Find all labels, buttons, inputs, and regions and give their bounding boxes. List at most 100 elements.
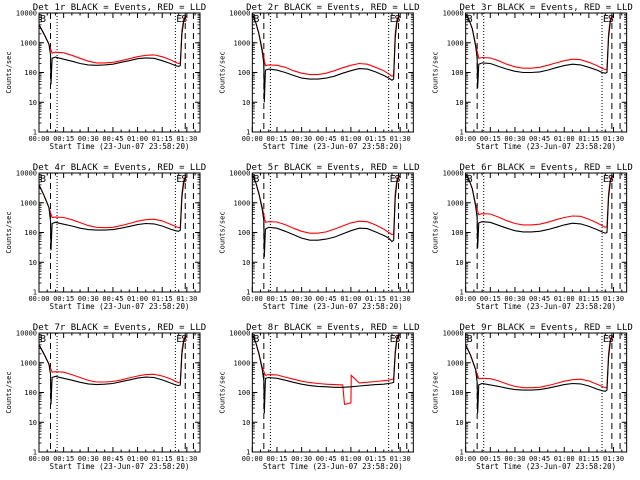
series-line-lld — [465, 14, 613, 71]
y-tick-label: 10000 — [443, 10, 464, 18]
x-tick-label: 00:15 — [53, 135, 74, 143]
panel-title: Det 1r BLACK = Events, RED = LLD — [33, 3, 206, 13]
x-tick-label: 00:45 — [316, 295, 337, 303]
plot-frame — [38, 172, 201, 293]
y-tick-label: 10000 — [229, 170, 250, 178]
x-tick-label: 01:30 — [176, 455, 197, 463]
series-line-events — [252, 14, 400, 103]
x-tick-label: 00:45 — [316, 455, 337, 463]
x-tick-label: 01:00 — [554, 455, 575, 463]
y-tick-label: 1 — [459, 289, 463, 297]
series-group — [252, 14, 400, 103]
x-axis-label: Start Time (23-Jun-07 23:58:20) — [476, 142, 616, 151]
panel-8: Det 8r BLACK = Events, RED = LLD 1 10 100 10… — [218, 323, 419, 471]
x-tick-label: 00:45 — [102, 455, 123, 463]
series-group — [252, 174, 400, 258]
y-tick-label: 100 — [24, 389, 37, 397]
x-tick-label: 01:30 — [603, 135, 624, 143]
series-group — [465, 174, 614, 249]
x-tick-label: 00:00 — [28, 135, 49, 143]
x-tick-label: 00:00 — [242, 295, 263, 303]
y-tick-label: 10 — [242, 259, 250, 267]
plot-frame — [251, 332, 414, 453]
plot-frame — [38, 12, 201, 133]
series-group — [39, 175, 187, 251]
series-line-events — [39, 176, 187, 251]
series-line-lld — [252, 174, 400, 236]
x-tick-label: 00:15 — [480, 295, 501, 303]
series-line-lld — [39, 175, 187, 229]
y-tick-label: 100 — [24, 69, 37, 77]
marker-B: B — [467, 334, 473, 345]
x-tick-label: 01:00 — [554, 295, 575, 303]
y-tick-label: 1 — [459, 449, 463, 457]
x-tick-label: 01:30 — [176, 135, 197, 143]
y-tick-label: 10 — [29, 259, 37, 267]
x-tick-label: 00:30 — [291, 455, 312, 463]
marker-E: E — [176, 14, 182, 25]
x-axis-label: Start Time (23-Jun-07 23:58:20) — [476, 302, 616, 311]
y-tick-label: 100 — [238, 389, 251, 397]
series-group — [39, 335, 187, 405]
series-line-events — [252, 174, 400, 258]
series-line-events — [252, 334, 400, 414]
x-tick-label: 01:30 — [390, 295, 411, 303]
series-line-lld — [39, 335, 186, 384]
marker-E: E — [390, 14, 396, 25]
y-tick-label: 10000 — [16, 10, 37, 18]
x-tick-label: 01:15 — [365, 455, 386, 463]
panel-9: Det 9r BLACK = Events, RED = LLD 1 10 100 10… — [432, 323, 633, 471]
y-tick-label: 1000 — [447, 359, 464, 367]
y-tick-label: 1 — [459, 129, 463, 137]
series-group — [252, 333, 400, 414]
marker-E: E — [176, 174, 182, 185]
y-tick-label: 1000 — [447, 39, 464, 47]
x-tick-label: 01:15 — [152, 295, 173, 303]
series-group — [465, 14, 614, 89]
panel-6: Det 6r BLACK = Events, RED = LLD 1 10 100 10… — [432, 163, 633, 311]
x-tick-label: 01:00 — [340, 135, 361, 143]
panel-4: Det 4r BLACK = Events, RED = LLD 1 10 100 10… — [5, 163, 206, 311]
y-axis-label: Counts/sec — [432, 51, 440, 93]
marker-S: S — [395, 174, 401, 185]
y-tick-label: 1 — [246, 289, 250, 297]
plot-frame — [251, 12, 414, 133]
x-axis-label: Start Time (23-Jun-07 23:58:20) — [50, 302, 190, 311]
y-tick-label: 10 — [242, 419, 250, 427]
marker-B: B — [40, 14, 46, 25]
y-tick-label: 1000 — [233, 39, 250, 47]
marker-S: S — [181, 174, 187, 185]
x-tick-label: 01:30 — [390, 455, 411, 463]
panel-1: Det 1r BLACK = Events, RED = LLD 1 10 100 10… — [5, 3, 206, 151]
x-axis-label: Start Time (23-Jun-07 23:58:20) — [263, 142, 403, 151]
panel-title: Det 9r BLACK = Events, RED = LLD — [459, 323, 632, 333]
y-tick-label: 1000 — [233, 199, 250, 207]
y-tick-label: 10 — [242, 99, 250, 107]
marker-E: E — [390, 334, 396, 345]
y-tick-label: 10000 — [443, 330, 464, 338]
x-tick-label: 00:15 — [266, 455, 287, 463]
series-line-lld — [465, 174, 613, 228]
y-tick-label: 10000 — [16, 170, 37, 178]
y-tick-label: 100 — [451, 389, 464, 397]
panel-5: Det 5r BLACK = Events, RED = LLD 1 10 100 10… — [218, 163, 419, 311]
x-tick-label: 00:00 — [455, 295, 476, 303]
y-axis-label: Counts/sec — [218, 211, 226, 253]
series-line-lld — [252, 14, 400, 77]
x-tick-label: 00:30 — [291, 135, 312, 143]
x-tick-label: 00:30 — [504, 135, 525, 143]
x-axis-label: Start Time (23-Jun-07 23:58:20) — [476, 462, 616, 471]
panel-title: Det 8r BLACK = Events, RED = LLD — [246, 323, 419, 333]
marker-S: S — [395, 14, 401, 25]
marker-S: S — [395, 334, 401, 345]
y-tick-label: 10000 — [16, 330, 37, 338]
x-tick-label: 00:00 — [242, 135, 263, 143]
y-tick-label: 10 — [29, 99, 37, 107]
x-axis-label: Start Time (23-Jun-07 23:58:20) — [263, 302, 403, 311]
x-tick-label: 00:00 — [242, 455, 263, 463]
x-tick-label: 00:15 — [480, 135, 501, 143]
marker-B: B — [40, 174, 46, 185]
marker-B: B — [253, 14, 259, 25]
y-tick-label: 1000 — [447, 199, 464, 207]
